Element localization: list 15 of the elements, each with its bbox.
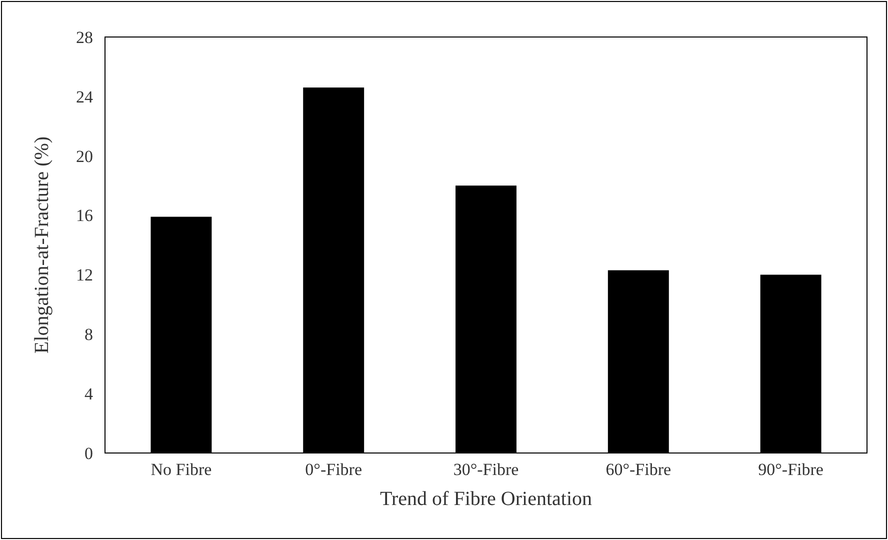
x-tick-label: No Fibre (150, 460, 212, 479)
y-tick-label: 24 (76, 87, 94, 106)
y-tick-label: 4 (84, 384, 94, 404)
x-tick-label: 90°-Fibre (758, 460, 824, 479)
y-tick-label: 16 (76, 206, 93, 226)
y-tick-label: 12 (76, 266, 93, 285)
y-tick-label: 0 (84, 444, 93, 463)
y-tick-label: 20 (76, 146, 93, 166)
x-tick-label: 60°-Fibre (606, 460, 672, 479)
y-tick-label: 28 (76, 28, 93, 47)
y-tick-label: 8 (84, 325, 93, 344)
x-axis-title: Trend of Fibre Orientation (380, 488, 592, 510)
y-axis-title: Elongation-at-Fracture (%) (31, 136, 53, 354)
x-tick-label: 30°-Fibre (453, 460, 519, 479)
x-tick-label: 0°-Fibre (305, 460, 362, 479)
